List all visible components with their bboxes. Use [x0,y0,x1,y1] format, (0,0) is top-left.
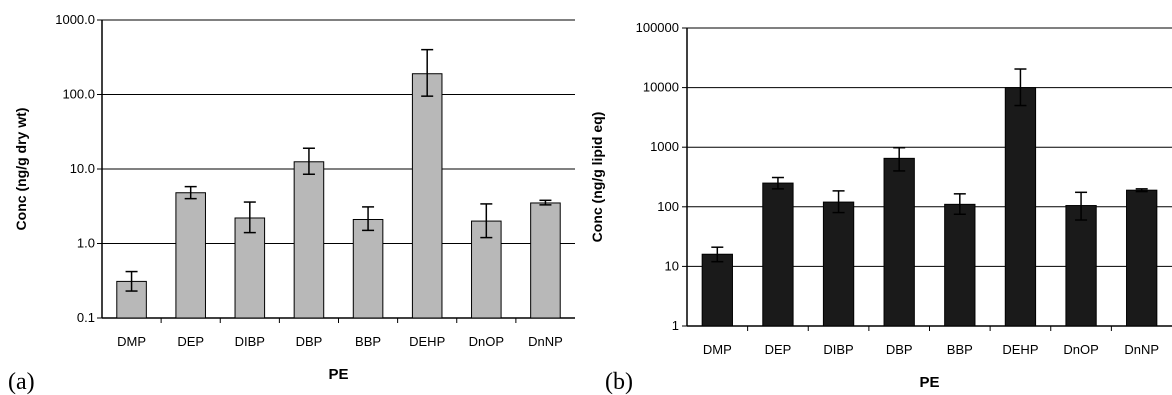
y-tick-label: 0.1 [77,310,95,325]
y-tick-label: 100.0 [62,87,95,102]
bar [1065,205,1097,327]
y-axis-label: Conc (ng/g dry wt) [13,108,29,231]
panel-a: 0.1 1.0 10.0 100.0 1000.0 DMP DEP DIBP DBP BBP DEH… [8,12,575,395]
y-tick-label: 1 [672,318,679,333]
x-tick-label: DIBP [823,342,853,357]
bar [1004,87,1037,327]
y-tick-label: 10.0 [70,161,95,176]
y-tick-label: 1.0 [77,236,95,251]
bar [944,203,976,327]
bar [234,217,266,319]
bar [762,182,794,327]
bar [175,192,206,319]
bar [701,253,733,327]
x-tick-label: DBP [886,342,913,357]
bar [883,157,915,327]
bar [293,161,325,319]
x-tick-label: DEHP [1002,342,1038,357]
panel-label: (b) [605,369,633,395]
y-tick-label: 10 [665,258,679,273]
x-tick-label: DIBP [235,334,265,349]
x-tick-label: DMP [703,342,732,357]
panel-label: (a) [8,369,35,395]
y-axis-label: Conc (ng/g lipid eq) [589,112,605,243]
y-tick-label: 100000 [636,20,679,35]
bar [530,202,561,319]
y-tick-label: 1000 [650,139,679,154]
y-tick-label: 100 [657,199,679,214]
bar [822,201,855,327]
x-tick-label: DnNP [528,334,563,349]
bar [1126,189,1158,327]
x-axis-label: PE [919,374,939,391]
x-tick-label: BBP [947,342,973,357]
bar [411,73,443,319]
x-tick-label: DnOP [469,334,504,349]
x-tick-label: DMP [117,334,146,349]
x-axis-label: PE [328,366,348,383]
x-tick-label: DBP [296,334,323,349]
x-tick-label: DEP [765,342,792,357]
x-tick-label: DnNP [1124,342,1159,357]
x-tick-label: DEHP [409,334,445,349]
x-tick-label: DEP [177,334,204,349]
x-tick-label: BBP [355,334,381,349]
bar [352,218,384,319]
panel-b: 1 10 100 1000 10000 100000 DMP DEP DIBP DBP BBP DEH… [589,20,1172,395]
x-tick-label: DnOP [1063,342,1098,357]
y-tick-label: 1000.0 [55,12,95,27]
y-tick-label: 10000 [643,80,679,95]
